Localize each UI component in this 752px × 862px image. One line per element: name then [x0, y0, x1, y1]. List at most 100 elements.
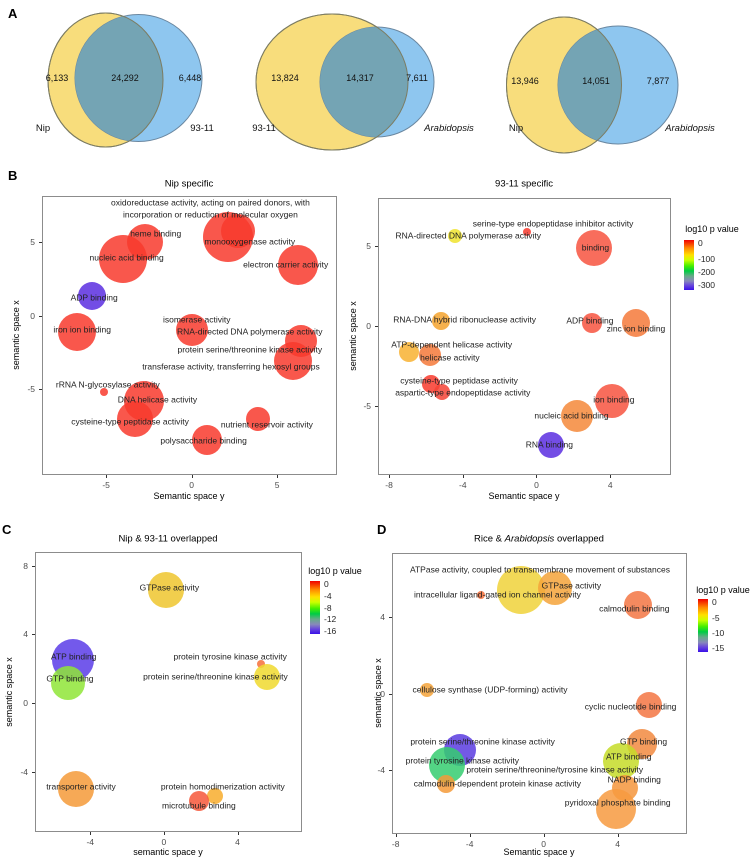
legend-tick-label: -15 [712, 642, 725, 653]
x-tick-mark [191, 475, 193, 478]
venn-diagrams: 6,133 24,292 6,448 Nip 93-11 13,824 14,3… [36, 12, 715, 154]
go-term-label: protein tyrosine kinase activity [405, 755, 519, 766]
go-term-bubble [246, 406, 271, 431]
go-term-label: calmodulin-dependent protein kinase acti… [413, 778, 582, 789]
go-term-label: nucleic acid binding [89, 252, 164, 263]
go-term-label: helicase activity [420, 352, 480, 363]
go-term-label: pyridoxal phosphate binding [564, 797, 671, 808]
go-term-label: NADP binding [607, 774, 661, 785]
y-tick-label: 8 [23, 560, 28, 571]
y-tick-mark [39, 241, 42, 243]
legend-tick-label: -12 [324, 614, 337, 625]
go-term-label: electron carrier activity [243, 259, 329, 270]
go-term-label: protein serine/threonine kinase activity [410, 735, 555, 746]
y-tick-mark [375, 406, 378, 408]
y-tick-label: 0 [23, 698, 28, 709]
go-term-label: protein serine/threonine kinase activity [177, 343, 323, 354]
go-term-label: ADP binding [70, 292, 118, 303]
x-tick-mark [389, 475, 391, 478]
x-tick-mark [163, 832, 165, 835]
venn3-left-value: 13,946 [511, 76, 539, 86]
go-term-label: serine-type endopeptidase inhibitor acti… [472, 217, 634, 228]
venn3-right-value: 7,877 [647, 76, 670, 86]
go-term-bubble [436, 774, 455, 793]
x-tick-label: 4 [607, 480, 613, 490]
go-term-label: isomerase activity [162, 314, 231, 325]
title-part-italic: Arabidopsis [504, 533, 555, 545]
go-term-bubble [207, 787, 224, 804]
chart-title-nip-9311-overlapped: Nip & 93-11 overlapped [118, 533, 218, 545]
xlabel-rice-arabidopsis: Semantic space y [503, 847, 575, 857]
venn3-left-label: Nip [509, 123, 523, 134]
go-term-label: protein serine/threonine/tyrosine kinase… [466, 764, 644, 775]
venn2-left-outline [255, 13, 409, 151]
venn3-overlap [558, 26, 622, 144]
venn-nip-arabidopsis: 13,946 14,051 7,877 Nip Arabidopsis [506, 16, 715, 154]
x-tick-label: 5 [274, 480, 280, 490]
y-tick-label: -5 [27, 384, 35, 395]
chart-title-nip-specific: Nip specific [164, 178, 214, 190]
title-part-suffix: overlapped [554, 533, 604, 545]
go-term-label: ADP binding [566, 315, 614, 326]
venn1-left-label: Nip [36, 123, 50, 134]
go-term-label: ATP-dependent helicase activity [391, 339, 513, 350]
y-tick-mark [32, 703, 35, 705]
go-term-label: RNA-DNA hybrid ribonuclease activity [393, 314, 536, 325]
legend-tick-label: -300 [698, 280, 716, 290]
go-term-bubble [621, 308, 650, 337]
venn2-right-value: 7,611 [406, 73, 428, 83]
go-term-bubble [448, 229, 463, 244]
go-term-label: protein serine/threonine kinase activity [143, 671, 288, 682]
xlabel-9311-specific: Semantic space y [488, 491, 560, 501]
go-term-label: intracellular ligand-gated ion channel a… [414, 589, 581, 600]
x-tick-mark [395, 834, 397, 837]
go-term-bubble [147, 571, 184, 608]
y-tick-label: 4 [380, 611, 385, 622]
x-tick-label: 0 [541, 839, 547, 849]
venn-nip-9311: 6,133 24,292 6,448 Nip 93-11 [36, 12, 214, 148]
venn1-overlap [75, 14, 163, 142]
go-term-label: protein homodimerization activity [160, 781, 285, 792]
go-term-bubble [220, 214, 255, 249]
x-tick-label: -5 [102, 480, 110, 490]
go-term-bubble [399, 341, 420, 362]
go-term-bubble [188, 791, 209, 812]
y-tick-mark [375, 246, 378, 248]
chart-title-9311-specific: 93-11 specific [495, 178, 553, 190]
go-term-bubble [418, 343, 441, 366]
legend-title-d: log10 p value [696, 585, 750, 595]
venn2-overlap-value: 14,317 [346, 73, 374, 83]
go-term-bubble [538, 431, 565, 458]
legend-tick-label: 0 [698, 237, 703, 248]
go-term-label: ion binding [593, 394, 635, 405]
go-term-label: incorporation or reduction of molecular … [123, 209, 298, 220]
y-tick-label: 5 [30, 236, 35, 247]
go-term-bubble [431, 312, 450, 331]
y-tick-mark [389, 616, 392, 618]
go-term-label: GTP binding [619, 735, 668, 746]
go-term-label: microtubule binding [162, 800, 236, 811]
legend-tick-label: -5 [712, 612, 720, 623]
y-tick-label: 0 [380, 688, 385, 699]
venn1-overlap-value: 24,292 [111, 73, 139, 83]
y-tick-label: 5 [366, 241, 371, 252]
y-tick-mark [32, 565, 35, 567]
venn-9311-arabidopsis: 13,824 14,317 7,611 93-11 Arabidopsis [252, 13, 474, 151]
y-tick-label: 4 [23, 629, 28, 640]
y-tick-label: -4 [377, 765, 385, 776]
go-term-label: cellulose synthase (UDP-forming) activit… [412, 683, 568, 694]
legend-gradient-b [684, 240, 694, 290]
x-tick-label: 4 [235, 837, 240, 847]
go-term-label: monooxygenase activity [204, 236, 296, 247]
go-term-bubble [595, 384, 630, 419]
x-tick-mark [277, 475, 279, 478]
go-term-label: nutrient reservoir activity [220, 419, 313, 430]
go-term-label: RNA binding [525, 438, 574, 449]
go-term-bubble [192, 424, 223, 455]
legend-tick-label: 0 [712, 597, 717, 608]
venn2-left-value: 13,824 [271, 73, 299, 83]
go-term-bubble [277, 245, 318, 286]
go-term-label: transporter activity [46, 781, 116, 792]
